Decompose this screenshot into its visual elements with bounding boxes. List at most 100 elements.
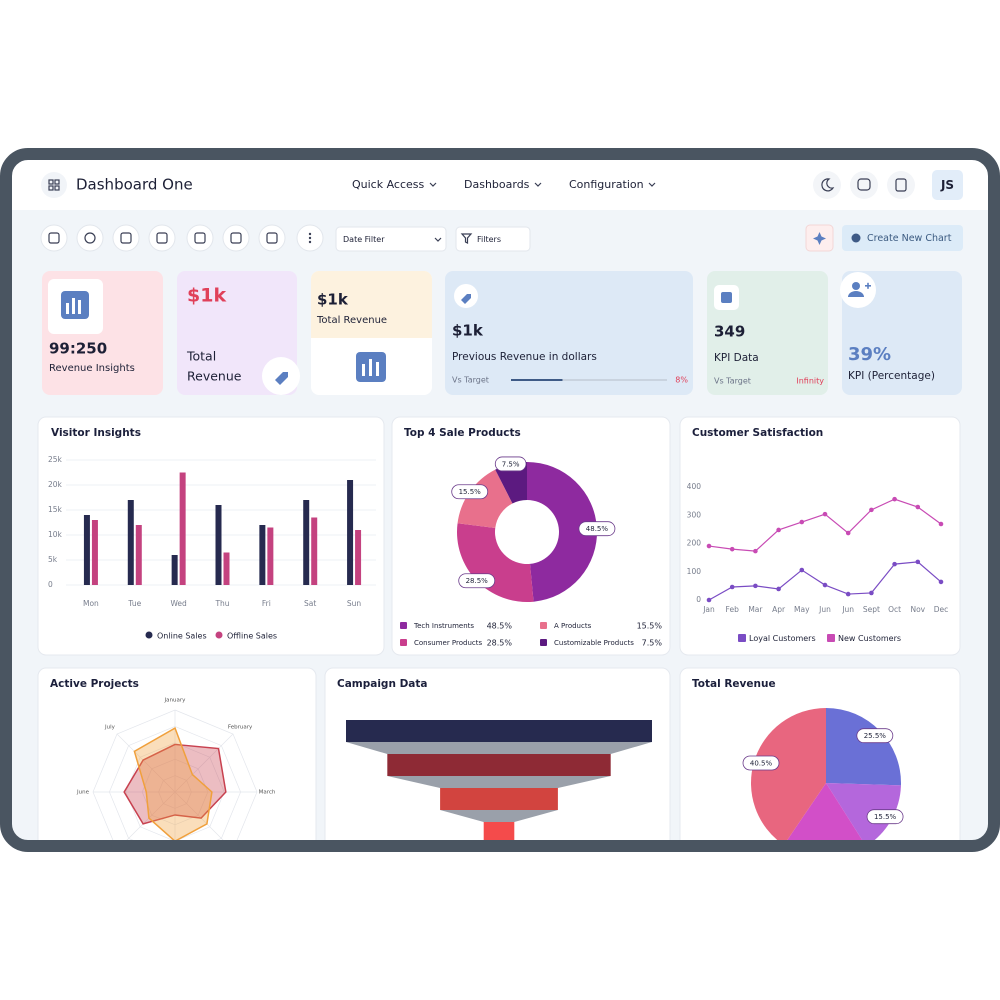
x-tick-label: Tue — [127, 599, 141, 608]
kpi-label: KPI (Percentage) — [848, 370, 935, 382]
x-tick-label: Sept — [863, 605, 880, 614]
legend-label: Tech Instruments — [413, 622, 474, 630]
point — [845, 591, 851, 597]
bar — [215, 505, 222, 585]
value-label: 15.5% — [459, 488, 482, 496]
point — [892, 496, 897, 502]
value-label: 15.5% — [874, 813, 897, 821]
avatar-initials: JS — [940, 178, 954, 192]
notes-button[interactable] — [887, 171, 915, 199]
kpi-target-value: 8% — [675, 376, 688, 385]
kpi-value: $1k — [452, 322, 484, 340]
filter-icon — [460, 233, 473, 244]
avatar[interactable] — [932, 170, 963, 200]
kpi-card — [445, 271, 693, 395]
toolbar-button[interactable] — [76, 224, 104, 252]
legend-label: New Customers — [838, 634, 901, 643]
toolbar-button[interactable] — [222, 224, 250, 252]
value-label: 48.5% — [586, 525, 609, 533]
icon — [48, 232, 60, 244]
chat-button[interactable] — [850, 171, 878, 199]
y-tick-label: 10k — [48, 530, 63, 539]
toolbar-button[interactable] — [40, 224, 68, 252]
funnel-stage — [440, 788, 558, 810]
x-tick-label: Thu — [214, 599, 229, 608]
point — [938, 579, 944, 585]
chart-icon — [851, 233, 861, 243]
point — [753, 583, 758, 589]
legend-label: Offline Sales — [227, 632, 277, 641]
x-tick-label: Sun — [347, 599, 362, 608]
create-chart-button[interactable] — [842, 225, 963, 251]
bar — [355, 530, 362, 585]
icon — [84, 232, 96, 244]
chart-title: Total Revenue — [692, 678, 776, 690]
legend-label: Loyal Customers — [749, 634, 816, 643]
bar — [311, 517, 318, 585]
dot — [308, 232, 312, 236]
legend-label: Customizable Products — [554, 639, 634, 647]
y-tick-label: 15k — [48, 505, 63, 514]
kpi-value: 39% — [848, 344, 891, 365]
x-tick-label: Fri — [262, 599, 271, 608]
menu-button[interactable] — [41, 172, 67, 198]
bar-icon-bars — [66, 298, 81, 314]
date-filter[interactable] — [335, 226, 447, 252]
slice — [826, 783, 901, 840]
point — [799, 519, 805, 525]
x-tick-label: Mon — [83, 599, 99, 608]
value-label: 7.5% — [502, 460, 520, 468]
slice — [495, 462, 527, 504]
person-icon — [848, 282, 871, 297]
toolbar-button[interactable] — [148, 224, 176, 252]
bar — [179, 472, 186, 585]
legend-label: Consumer Products — [414, 639, 482, 647]
bar-icon — [721, 292, 732, 303]
value-label: 25.5% — [864, 732, 887, 740]
chart-title: Customer Satisfaction — [692, 427, 823, 439]
sparkle-icon — [813, 232, 826, 245]
y-tick-label: 25k — [48, 455, 63, 464]
legend-value: 28.5% — [487, 639, 513, 648]
kpi-value: 349 — [714, 323, 745, 341]
value-label-bg — [866, 809, 904, 825]
point — [799, 567, 805, 573]
funnel-connector — [346, 742, 652, 754]
radar-ring — [125, 742, 225, 840]
nav-item[interactable]: Configuration — [569, 178, 644, 191]
radar-axis — [116, 733, 176, 793]
funnel-connector — [387, 776, 611, 788]
axis-label: June — [76, 790, 90, 796]
value-label-bg — [742, 755, 780, 771]
nav-item[interactable]: Dashboards — [464, 178, 530, 191]
point — [869, 590, 874, 596]
bar — [135, 525, 142, 585]
bar — [223, 552, 230, 585]
point — [892, 561, 897, 567]
kpi-target-label: Vs Target — [452, 376, 489, 385]
kpi-label: Previous Revenue in dollars — [452, 351, 597, 363]
bar — [83, 515, 90, 585]
date-filter-label: Date Filter — [343, 235, 385, 244]
y-tick-label: 300 — [687, 510, 702, 519]
point — [776, 527, 781, 533]
y-tick-label: 400 — [687, 482, 702, 491]
kpi-label: Total Revenue — [316, 315, 387, 326]
toolbar-button[interactable] — [186, 224, 214, 252]
legend-marker — [145, 631, 153, 639]
chart-card — [391, 416, 671, 656]
radar-axis — [174, 791, 234, 840]
toolbar-button[interactable] — [112, 224, 140, 252]
nav-item[interactable]: Quick Access — [352, 178, 425, 191]
point — [753, 548, 758, 554]
chat-icon — [857, 178, 871, 191]
toolbar-button[interactable] — [258, 224, 286, 252]
value-label-bg — [451, 484, 489, 500]
filters-button[interactable] — [455, 226, 531, 252]
tag-icon — [275, 372, 288, 385]
radar-axis — [174, 733, 234, 793]
icon — [194, 232, 206, 244]
legend-value: 48.5% — [487, 622, 513, 631]
toolbar — [40, 224, 324, 252]
app-title: Dashboard One — [76, 176, 193, 194]
